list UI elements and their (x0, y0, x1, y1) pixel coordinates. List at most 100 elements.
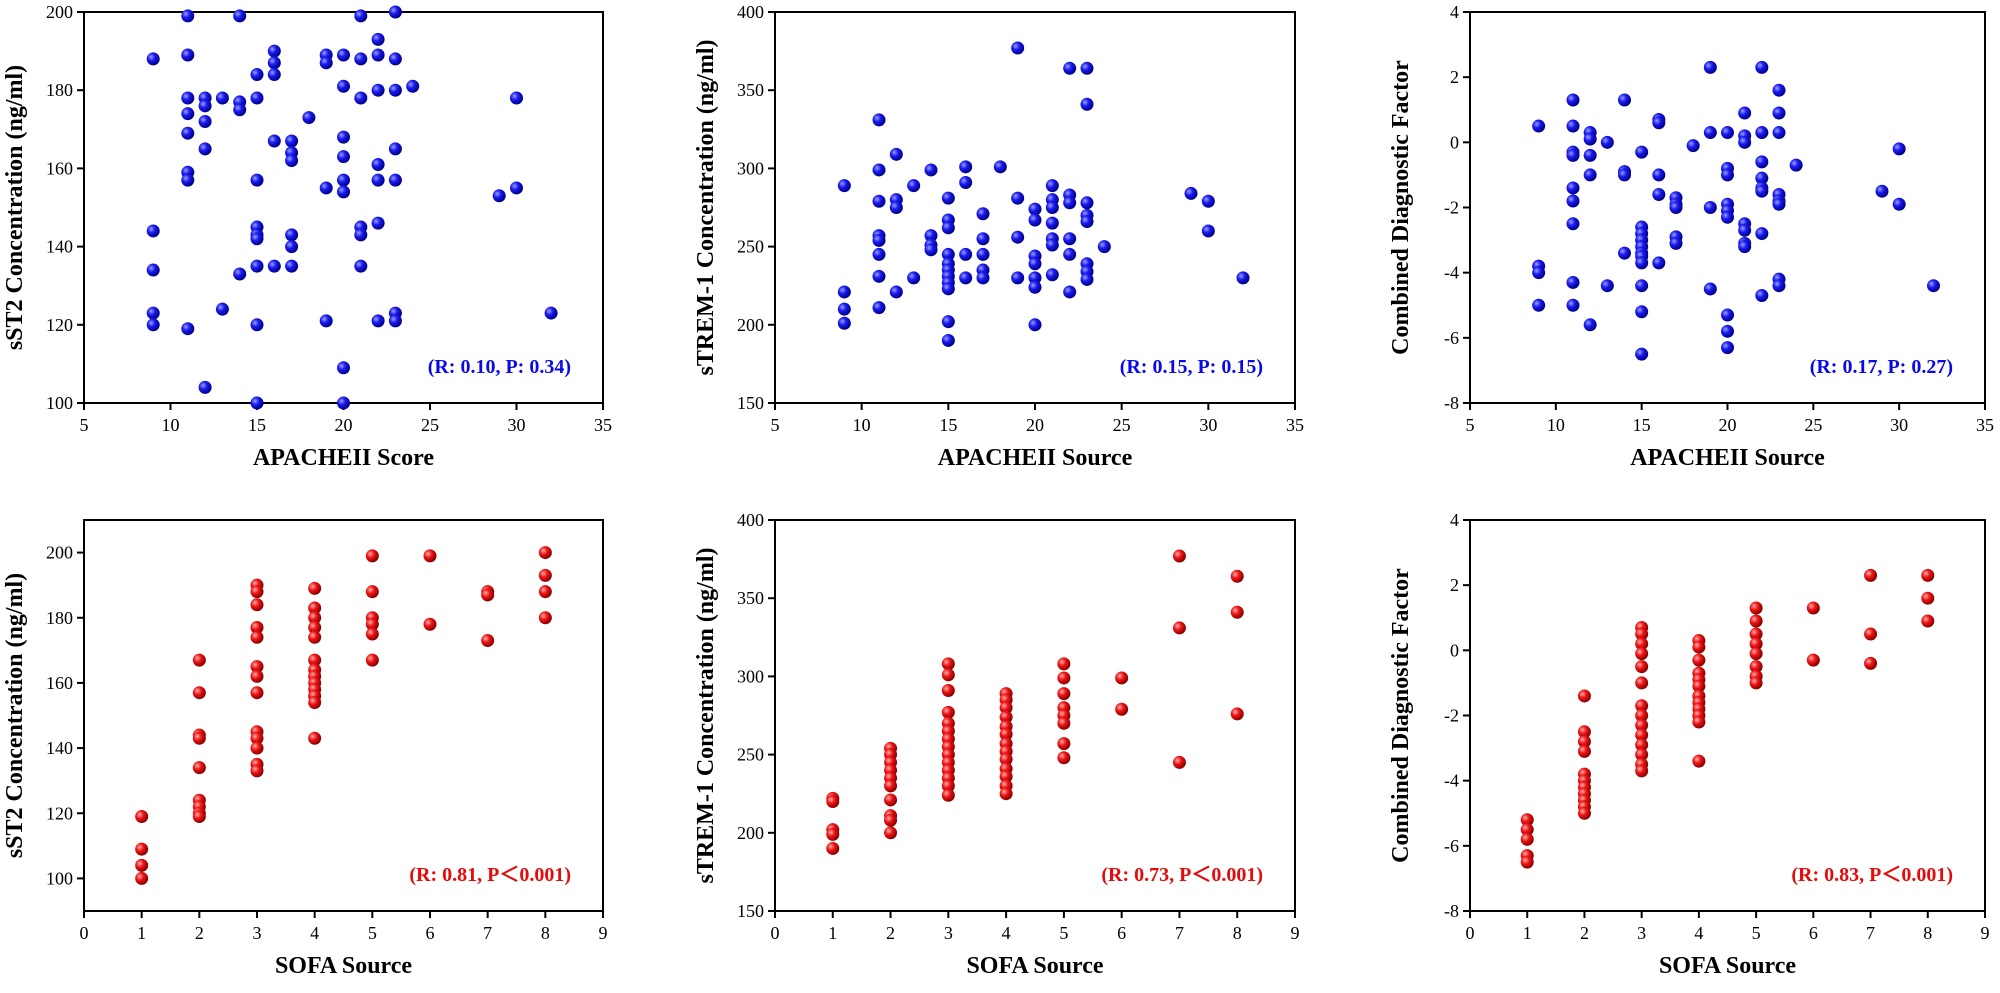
correlation-annotation: (R: 0.10, P: 0.34) (428, 356, 571, 378)
data-point (181, 107, 195, 121)
data-point (999, 701, 1013, 715)
data-point (1755, 288, 1769, 302)
data-point (1721, 126, 1734, 140)
data-point (1806, 601, 1820, 615)
data-point (1635, 738, 1649, 752)
data-point (354, 9, 368, 23)
x-tick-label: 1 (828, 923, 837, 943)
y-tick-label: 200 (737, 315, 764, 335)
data-point (308, 731, 322, 745)
y-tick-label: 0 (1450, 132, 1459, 152)
data-point (406, 79, 420, 93)
data-point (319, 56, 333, 70)
data-point (1566, 148, 1580, 162)
data-point (285, 154, 299, 168)
data-point (308, 611, 322, 625)
data-point (388, 52, 402, 66)
data-point (1057, 737, 1071, 751)
x-tick-label: 4 (310, 923, 319, 943)
x-axis-title: SOFA Source (966, 953, 1103, 979)
data-point (1115, 671, 1129, 685)
data-point (1789, 158, 1803, 172)
x-tick-label: 20 (1719, 415, 1737, 435)
correlation-annotation: (R: 0.73, P＜0.001) (1101, 864, 1263, 886)
data-point (884, 793, 898, 807)
data-point (198, 99, 212, 113)
y-tick-label: 200 (46, 543, 73, 563)
data-point (1635, 145, 1649, 159)
y-axis-title: sTREM-1 Concentration (ng/ml) (693, 548, 719, 884)
data-point (1703, 282, 1717, 296)
data-point (1080, 215, 1094, 229)
chart-panel-5: 0 1 2 3 4 5 6 7 8 9 150 200 250 300 350 400 SOFA Source s… (693, 510, 1300, 979)
data-point (1927, 279, 1940, 293)
data-point (250, 318, 264, 332)
data-point (959, 160, 973, 174)
x-tick-label: 9 (599, 923, 608, 943)
data-point (1011, 41, 1025, 55)
data-point (872, 163, 886, 177)
data-point (371, 83, 385, 97)
x-tick-label: 2 (195, 923, 204, 943)
data-point (285, 228, 299, 242)
data-point (1600, 279, 1614, 293)
data-point (1583, 148, 1597, 162)
data-point (941, 282, 955, 296)
data-point (976, 232, 990, 246)
y-tick-label: 180 (46, 608, 73, 628)
data-point (1080, 272, 1094, 286)
data-point (1755, 155, 1769, 169)
x-tick-label: 0 (771, 923, 780, 943)
data-point (999, 727, 1013, 741)
y-tick-label: 200 (737, 823, 764, 843)
y-tick-label: 2 (1450, 575, 1459, 595)
data-point (826, 827, 840, 841)
data-point (1652, 116, 1666, 130)
data-point (1057, 751, 1071, 765)
data-point (1532, 266, 1546, 280)
data-point (285, 134, 299, 148)
data-point (924, 229, 938, 243)
x-tick-label: 5 (1466, 415, 1475, 435)
data-point (1577, 806, 1591, 820)
y-tick-label: -4 (1444, 771, 1459, 791)
x-tick-label: 35 (594, 415, 612, 435)
data-point (1618, 168, 1631, 182)
data-point (837, 316, 851, 330)
data-point (941, 333, 955, 347)
data-point (135, 810, 149, 824)
y-tick-label: 160 (46, 158, 73, 178)
x-tick-label: 30 (1199, 415, 1217, 435)
data-point (146, 306, 160, 320)
data-point (250, 686, 264, 700)
data-point (1755, 227, 1769, 241)
data-point (1011, 191, 1025, 205)
data-point (388, 5, 402, 19)
data-point (215, 91, 229, 105)
data-point (337, 185, 350, 199)
data-point (1057, 671, 1071, 685)
x-tick-label: 3 (944, 923, 953, 943)
data-point (1738, 106, 1752, 120)
data-point (872, 113, 886, 127)
data-point (1749, 660, 1763, 674)
data-point (941, 221, 955, 235)
data-point (1635, 660, 1649, 674)
y-tick-label: 4 (1450, 2, 1459, 22)
data-point (192, 810, 206, 824)
data-point (365, 549, 379, 563)
data-point (337, 396, 350, 410)
data-point (354, 52, 368, 66)
data-point (884, 826, 898, 840)
chart-panel-1: 5 10 15 20 25 30 35 100 120 140 160 180 200 APACHEII … (2, 2, 612, 471)
data-point (941, 683, 955, 697)
y-tick-label: 0 (1450, 640, 1459, 660)
data-point (1028, 202, 1042, 216)
data-point (135, 871, 149, 885)
x-axis-title: SOFA Source (275, 953, 412, 979)
data-point (1063, 285, 1077, 299)
data-point (872, 269, 886, 283)
data-point (365, 585, 379, 599)
y-tick-label: -2 (1444, 706, 1459, 726)
y-tick-label: 150 (737, 901, 764, 921)
